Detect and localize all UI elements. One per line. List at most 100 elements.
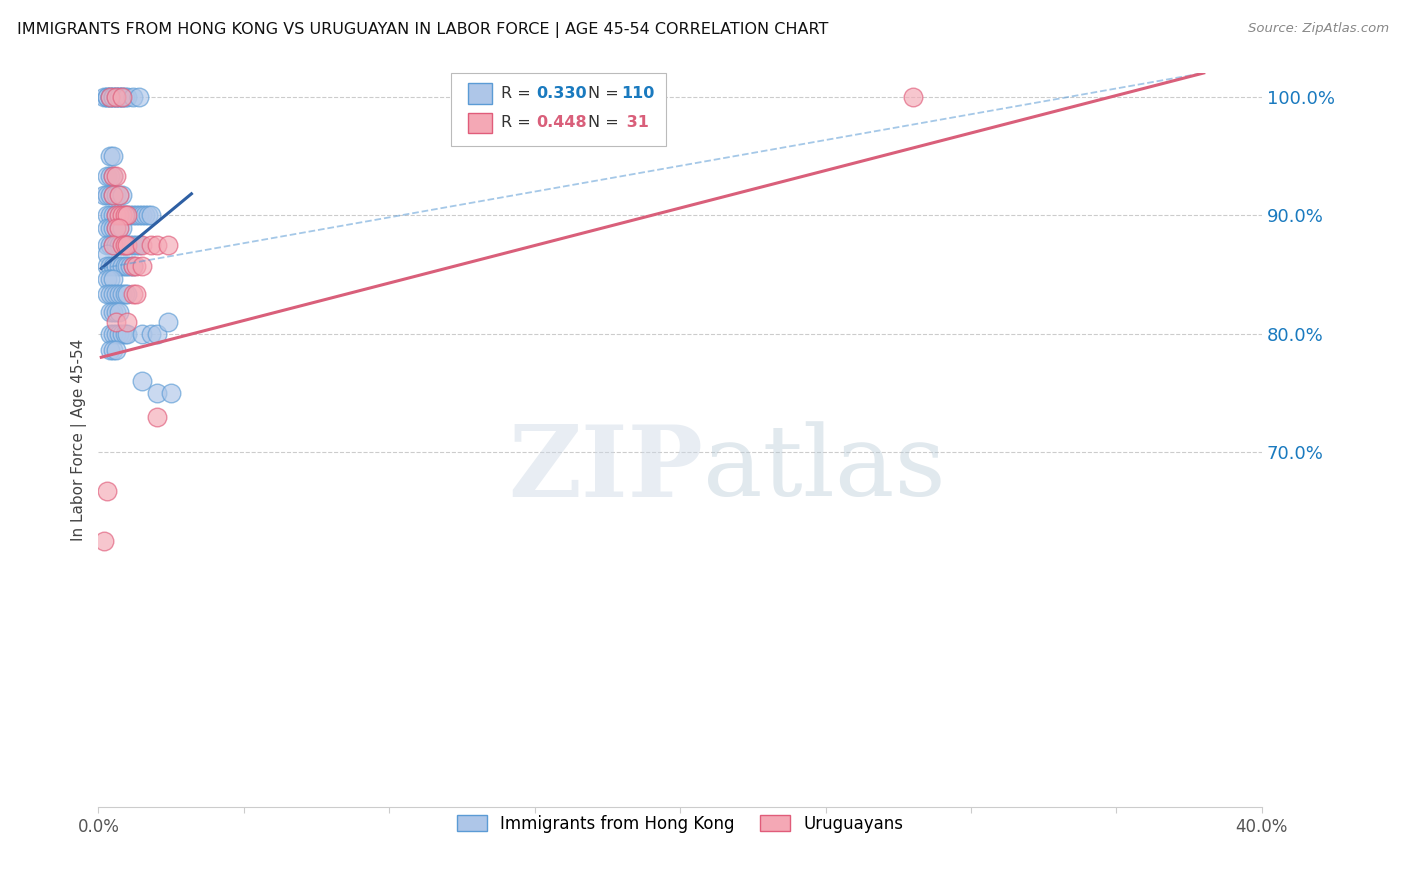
Point: [122, 259, 145, 273]
Point: [101, 188, 124, 202]
Point: [98, 169, 121, 183]
FancyBboxPatch shape: [451, 73, 666, 146]
Point: [114, 208, 136, 222]
Point: [114, 208, 136, 222]
Point: [128, 208, 150, 222]
Text: N =: N =: [588, 115, 624, 130]
Point: [114, 287, 136, 301]
Point: [101, 272, 124, 286]
Point: [107, 305, 129, 319]
Point: [111, 237, 134, 252]
Point: [111, 259, 134, 273]
Point: [125, 208, 148, 222]
Text: 0.448: 0.448: [536, 115, 586, 130]
Point: [101, 287, 124, 301]
Point: [98, 305, 121, 319]
Point: [114, 237, 136, 252]
Point: [117, 89, 139, 103]
Point: [96, 89, 118, 103]
Point: [96, 272, 118, 286]
Point: [98, 237, 121, 252]
Point: [96, 208, 118, 222]
Point: [117, 259, 139, 273]
Point: [104, 305, 127, 319]
Point: [104, 221, 127, 235]
Point: [96, 247, 118, 261]
Point: [111, 89, 134, 103]
Text: ZIP: ZIP: [509, 421, 703, 518]
Point: [114, 237, 136, 252]
Point: [96, 287, 118, 301]
Text: 31: 31: [621, 115, 648, 130]
Point: [107, 208, 129, 222]
Point: [107, 259, 129, 273]
Point: [98, 188, 121, 202]
Point: [114, 89, 136, 103]
Point: [122, 208, 145, 222]
Point: [98, 89, 121, 103]
Point: [107, 287, 129, 301]
Point: [107, 89, 129, 103]
Point: [128, 89, 150, 103]
Point: [104, 169, 127, 183]
Point: [145, 409, 167, 424]
Point: [117, 237, 139, 252]
Point: [98, 149, 121, 163]
Point: [117, 208, 139, 222]
Point: [98, 259, 121, 273]
Point: [128, 237, 150, 252]
Point: [101, 343, 124, 358]
Point: [139, 208, 162, 222]
Point: [104, 89, 127, 103]
Point: [122, 237, 145, 252]
Point: [101, 208, 124, 222]
Point: [107, 188, 129, 202]
Point: [104, 259, 127, 273]
Point: [96, 259, 118, 273]
Point: [107, 188, 129, 202]
Point: [98, 89, 121, 103]
Point: [111, 188, 134, 202]
Point: [117, 208, 139, 222]
Point: [117, 315, 139, 329]
Point: [111, 89, 134, 103]
Point: [139, 326, 162, 341]
Point: [111, 326, 134, 341]
Point: [114, 326, 136, 341]
Point: [101, 326, 124, 341]
Point: [96, 89, 118, 103]
Point: [93, 89, 115, 103]
Point: [122, 287, 145, 301]
Point: [101, 169, 124, 183]
Point: [104, 326, 127, 341]
Point: [136, 208, 159, 222]
Point: [131, 208, 153, 222]
Point: [107, 208, 129, 222]
Point: [122, 259, 145, 273]
Point: [117, 237, 139, 252]
Point: [111, 221, 134, 235]
Point: [131, 326, 153, 341]
Point: [125, 259, 148, 273]
Point: [104, 89, 127, 103]
Bar: [468, 112, 492, 133]
Point: [131, 237, 153, 252]
Point: [157, 237, 180, 252]
Text: R =: R =: [501, 115, 536, 130]
Point: [104, 221, 127, 235]
Point: [131, 374, 153, 388]
Point: [93, 188, 115, 202]
Point: [157, 315, 180, 329]
Point: [139, 237, 162, 252]
Point: [101, 237, 124, 252]
Point: [901, 89, 924, 103]
Text: atlas: atlas: [703, 422, 946, 517]
Point: [134, 208, 156, 222]
Point: [107, 237, 129, 252]
Point: [101, 305, 124, 319]
Point: [111, 287, 134, 301]
Point: [98, 272, 121, 286]
Point: [98, 89, 121, 103]
Point: [160, 385, 183, 400]
Point: [131, 259, 153, 273]
